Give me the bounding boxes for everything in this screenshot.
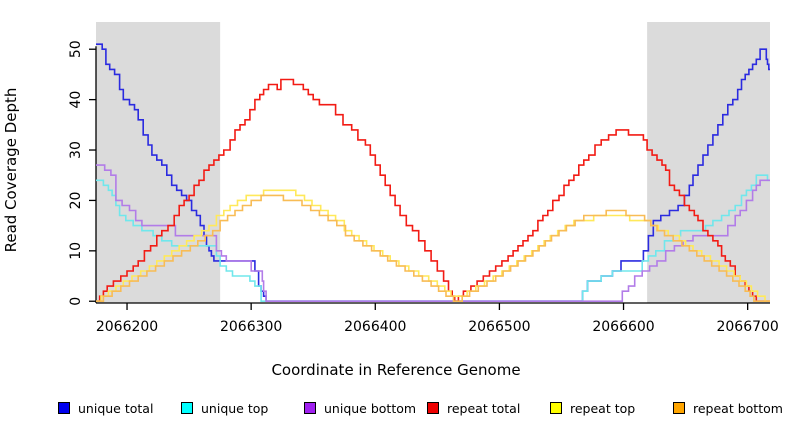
y-tick-label: 20 [68, 192, 84, 210]
legend-swatch-icon [181, 402, 193, 414]
legend-swatch-icon [673, 402, 685, 414]
series-line-repeat-top [96, 189, 770, 302]
y-tick-label: 10 [68, 242, 84, 260]
legend-item-repeat-total: repeat total [427, 398, 520, 418]
y-tick-label: 50 [68, 40, 84, 58]
legend-swatch-icon [427, 402, 439, 414]
legend-item-repeat-top: repeat top [550, 398, 635, 418]
legend-label: unique total [78, 400, 154, 416]
legend-swatch-icon [304, 402, 316, 414]
series-line-repeat-bottom [96, 194, 770, 302]
y-axis-title: Read Coverage Depth [2, 87, 20, 253]
y-tick-label: 40 [68, 91, 84, 109]
shaded-region [96, 22, 221, 303]
legend-swatch-icon [550, 402, 562, 414]
legend-label: repeat total [447, 400, 521, 416]
y-tick-label: 0 [68, 297, 84, 306]
legend: unique total unique top unique bottom repea… [0, 398, 792, 422]
legend-label: unique top [201, 400, 269, 416]
legend-label: repeat top [570, 400, 636, 416]
x-tick-label: 2066700 [716, 319, 778, 335]
legend-label: unique bottom [324, 400, 417, 416]
legend-label: repeat bottom [693, 400, 783, 416]
x-tick-label: 2066500 [468, 319, 530, 335]
legend-item-unique-top: unique top [181, 398, 268, 418]
series-line-unique-bottom [96, 164, 770, 302]
x-axis-title: Coordinate in Reference Genome [271, 361, 521, 379]
y-tick-label: 30 [68, 141, 84, 159]
legend-item-unique-bottom: unique bottom [304, 398, 416, 418]
x-tick-label: 2066200 [96, 319, 158, 335]
legend-swatch-icon [58, 402, 70, 414]
x-tick-label: 2066400 [344, 319, 406, 335]
x-tick-label: 2066300 [220, 319, 282, 335]
legend-item-unique-total: unique total [58, 398, 153, 418]
x-tick-label: 2066600 [592, 319, 654, 335]
series-line-repeat-total [96, 78, 770, 302]
series-line-unique-top [96, 174, 770, 302]
legend-item-repeat-bottom: repeat bottom [673, 398, 783, 418]
